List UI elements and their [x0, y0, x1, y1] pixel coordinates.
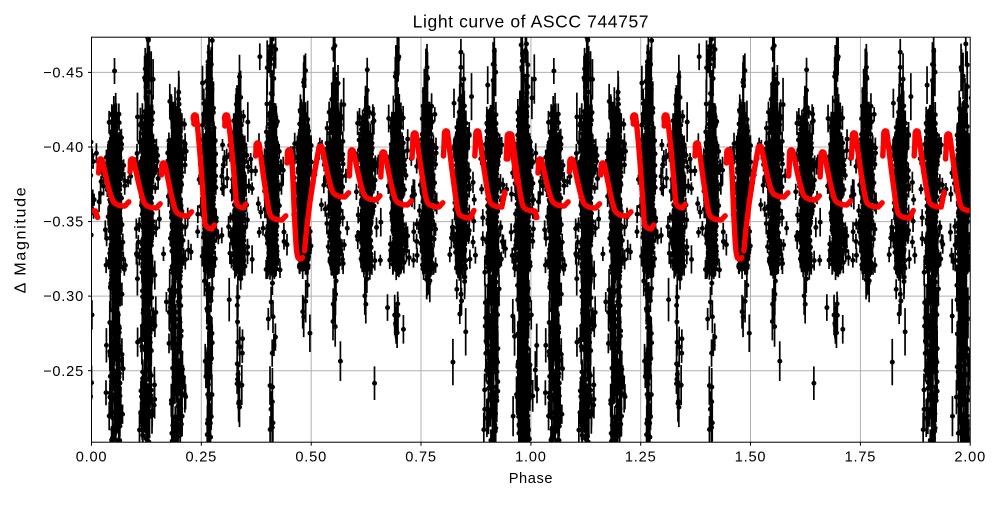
svg-text:0.00: 0.00: [76, 450, 108, 466]
svg-text:Δ Magnitude: Δ Magnitude: [13, 186, 30, 294]
svg-text:−0.45: −0.45: [43, 66, 84, 82]
svg-text:1.75: 1.75: [845, 450, 877, 466]
svg-text:0.50: 0.50: [295, 450, 327, 466]
svg-text:0.75: 0.75: [405, 450, 437, 466]
svg-text:−0.30: −0.30: [43, 289, 84, 305]
svg-text:2.00: 2.00: [954, 450, 986, 466]
svg-text:Light curve of ASCC 744757: Light curve of ASCC 744757: [413, 12, 649, 32]
svg-text:−0.25: −0.25: [43, 364, 84, 380]
svg-text:Phase: Phase: [509, 471, 553, 487]
svg-text:−0.40: −0.40: [43, 140, 84, 156]
svg-text:1.00: 1.00: [515, 450, 547, 466]
svg-text:0.25: 0.25: [185, 450, 217, 466]
svg-text:1.50: 1.50: [735, 450, 767, 466]
svg-text:1.25: 1.25: [625, 450, 657, 466]
svg-text:−0.35: −0.35: [43, 215, 84, 231]
